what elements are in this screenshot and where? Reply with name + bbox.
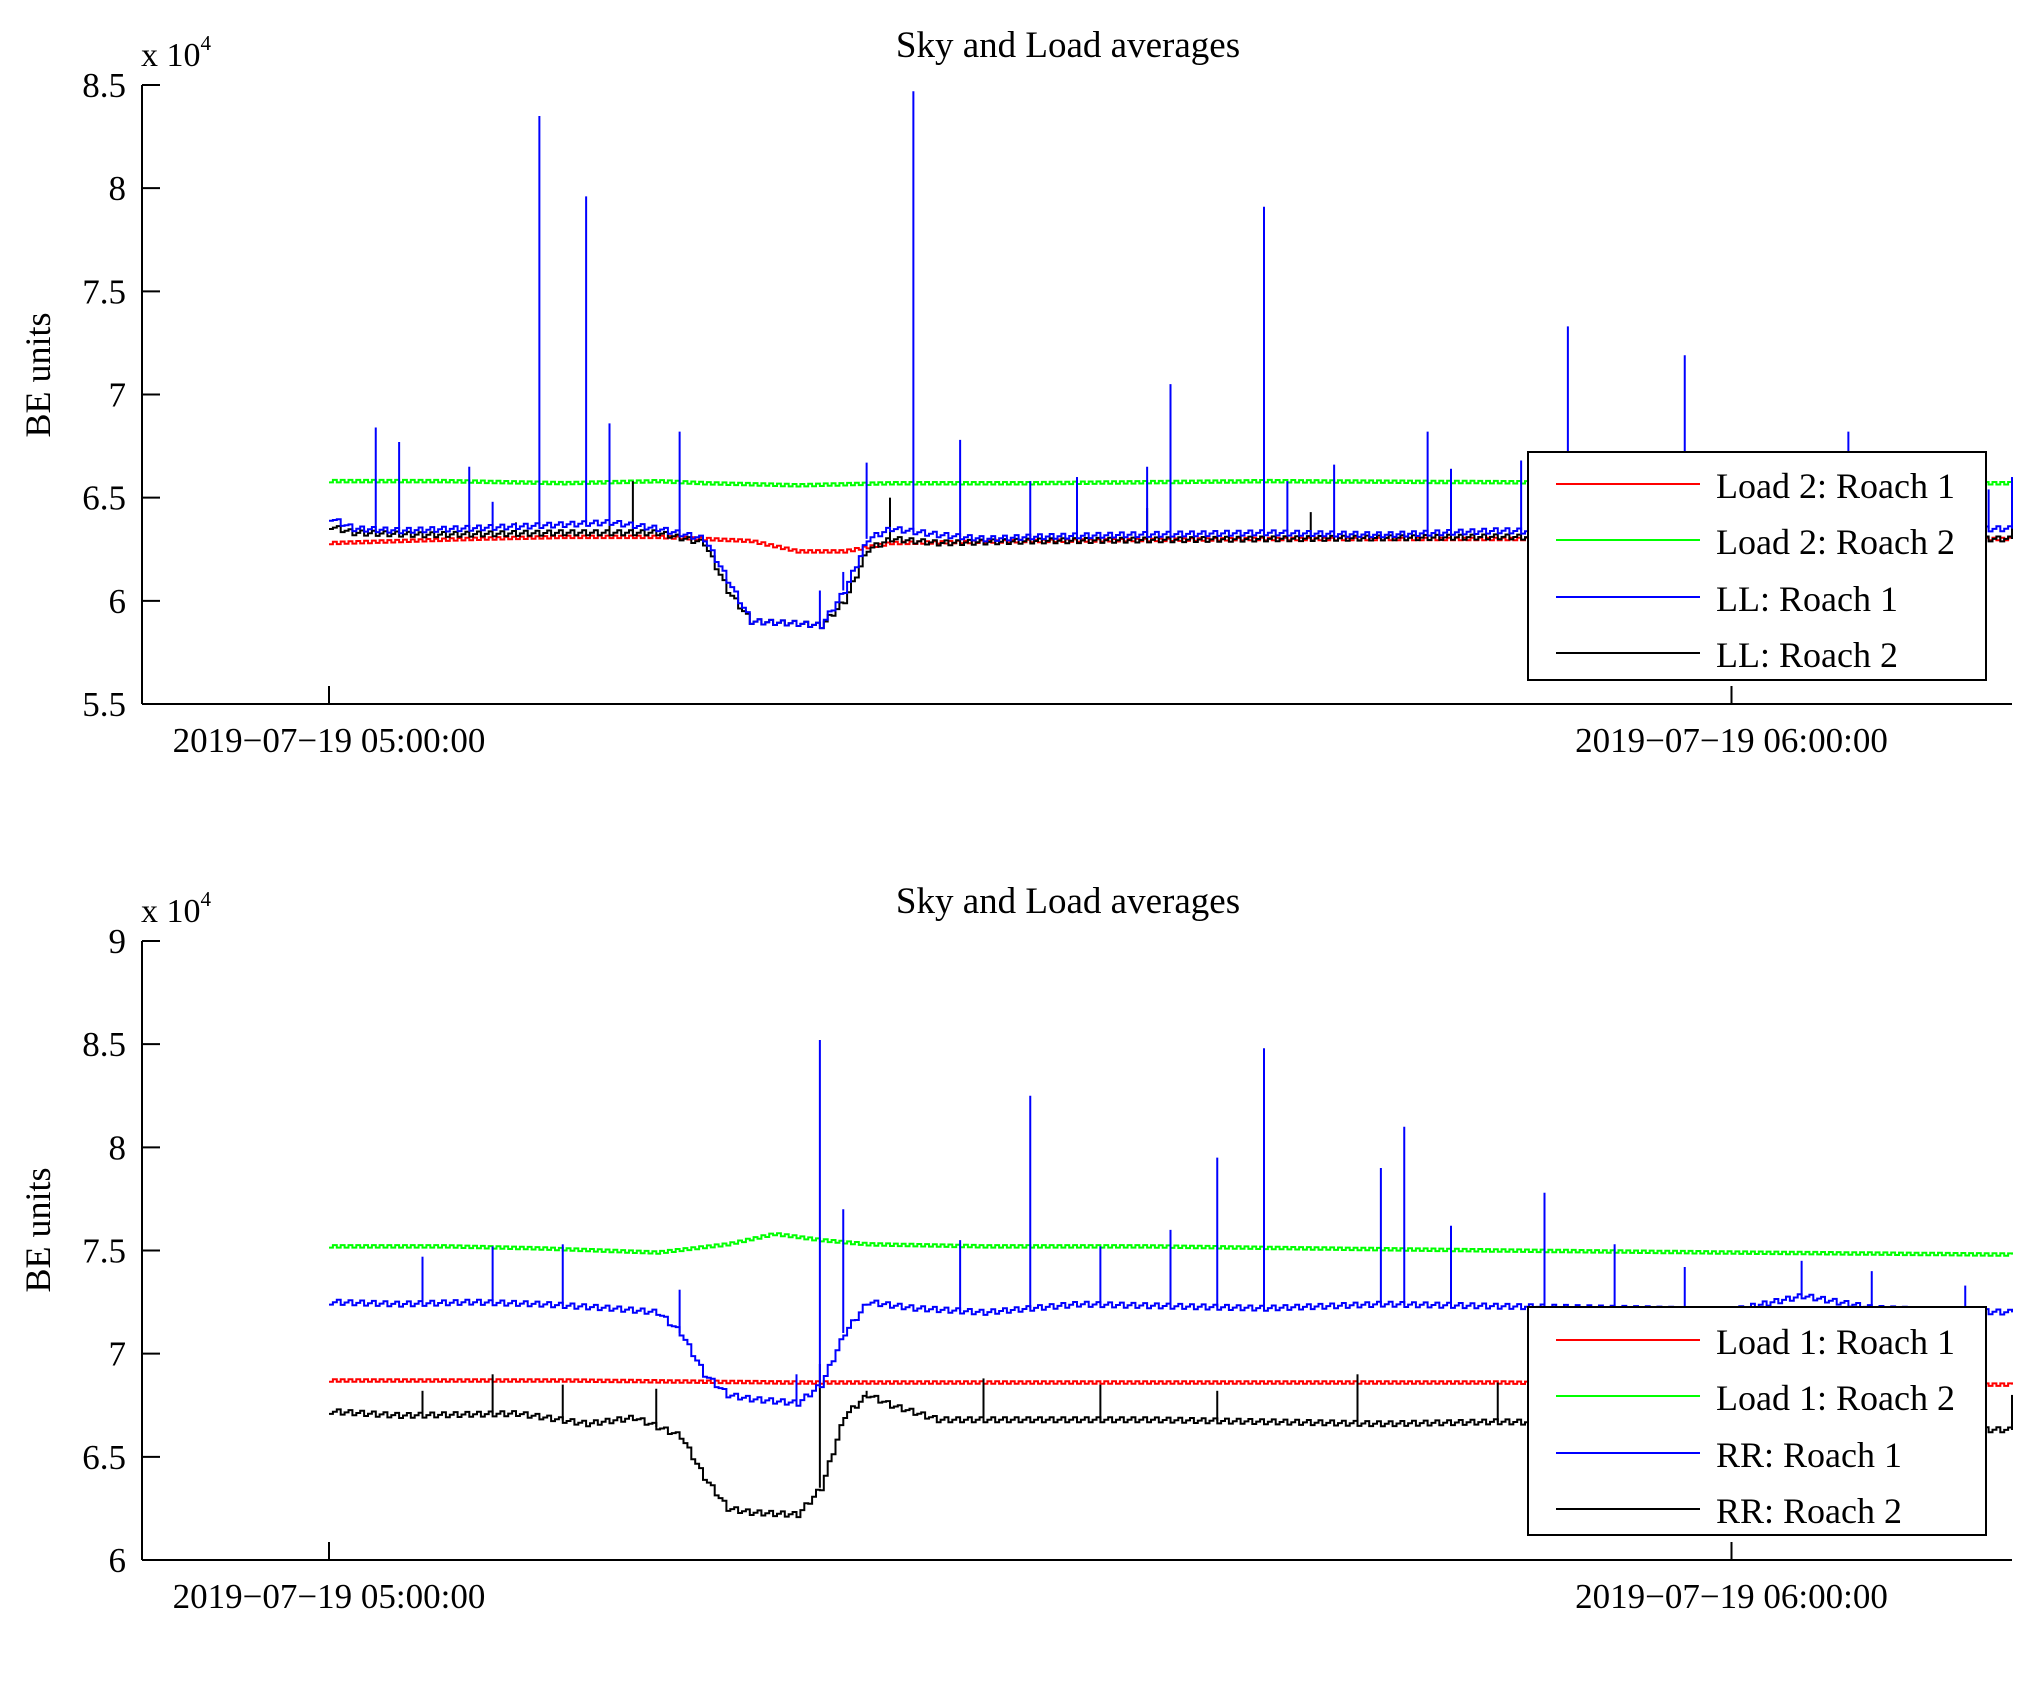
y-tick-label: 8.5 bbox=[82, 1025, 126, 1064]
y-tick-label: 8.5 bbox=[82, 66, 126, 105]
chart-2-y-multiplier: x 104 bbox=[141, 887, 212, 930]
chart-1-legend-label-load2-roach2: Load 2: Roach 2 bbox=[1716, 522, 1955, 562]
x-tick-label: 2019−07−19 06:00:00 bbox=[1575, 721, 1888, 760]
y-tick-label: 6.5 bbox=[82, 1438, 126, 1477]
chart-1-title: Sky and Load averages bbox=[896, 25, 1240, 66]
y-tick-label: 6 bbox=[109, 582, 127, 621]
chart-1-y-axis-label: BE units bbox=[18, 312, 58, 437]
x-tick-label: 2019−07−19 05:00:00 bbox=[173, 1577, 486, 1616]
chart-2-legend-label-load1-roach2: Load 1: Roach 2 bbox=[1716, 1378, 1955, 1418]
x-tick-label: 2019−07−19 05:00:00 bbox=[173, 721, 486, 760]
y-tick-label: 6.5 bbox=[82, 479, 126, 518]
y-tick-label: 7 bbox=[109, 1335, 127, 1374]
x-tick-label: 2019−07−19 06:00:00 bbox=[1575, 1577, 1888, 1616]
y-tick-label: 7.5 bbox=[82, 272, 126, 311]
chart-1-legend bbox=[1527, 451, 1987, 681]
chart-2-title: Sky and Load averages bbox=[896, 881, 1240, 922]
y-tick-label: 9 bbox=[109, 922, 127, 961]
chart-2-y-axis-label: BE units bbox=[18, 1167, 58, 1292]
chart-2-legend-label-rr-roach1: RR: Roach 1 bbox=[1716, 1435, 1902, 1475]
chart-1-legend-label-ll-roach1: LL: Roach 1 bbox=[1716, 579, 1898, 619]
chart-1-y-multiplier: x 104 bbox=[141, 31, 212, 74]
chart-2-legend-label-load1-roach1: Load 1: Roach 1 bbox=[1716, 1322, 1955, 1362]
y-tick-label: 5.5 bbox=[82, 685, 126, 724]
chart-2-legend-label-rr-roach2: RR: Roach 2 bbox=[1716, 1491, 1902, 1531]
y-tick-label: 6 bbox=[109, 1541, 127, 1580]
chart-2-legend bbox=[1527, 1306, 1987, 1536]
chart-1-legend-label-load2-roach1: Load 2: Roach 1 bbox=[1716, 466, 1955, 506]
y-tick-label: 7 bbox=[109, 376, 127, 415]
chart-panel-1: Sky and Load averages x 104 BE units 5.5… bbox=[18, 25, 2013, 760]
chart-panel-2: Sky and Load averages x 104 BE units 6 6.… bbox=[18, 881, 2013, 1616]
y-tick-label: 7.5 bbox=[82, 1232, 126, 1271]
y-tick-label: 8 bbox=[109, 169, 127, 208]
y-tick-label: 8 bbox=[109, 1128, 127, 1167]
chart-1-legend-label-ll-roach2: LL: Roach 2 bbox=[1716, 635, 1898, 675]
